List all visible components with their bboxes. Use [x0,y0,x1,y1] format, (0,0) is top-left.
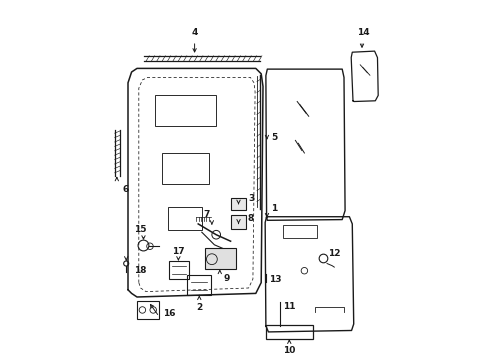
Text: 12: 12 [328,249,340,258]
Text: 16: 16 [163,309,175,318]
Bar [162,153,209,184]
Text: 1: 1 [271,204,277,213]
Text: 3: 3 [248,194,254,203]
Text: 6: 6 [122,185,129,194]
Text: 7: 7 [203,210,209,219]
Text: 8: 8 [248,214,254,223]
Bar [266,325,313,339]
Text: 4: 4 [192,28,198,37]
Bar [155,95,216,126]
Text: 18: 18 [134,266,147,275]
Text: 15: 15 [134,225,146,234]
Bar [170,261,189,279]
Text: 2: 2 [196,303,202,312]
Bar [231,215,245,229]
Bar [231,198,245,210]
Bar [168,207,202,230]
Text: 10: 10 [283,346,295,355]
Bar [283,225,317,238]
Bar [137,301,159,319]
Bar [187,275,211,295]
Text: 14: 14 [357,28,369,37]
Text: 13: 13 [270,275,282,284]
Text: 5: 5 [271,133,277,142]
Text: 9: 9 [223,274,230,283]
Text: 17: 17 [172,247,185,256]
Text: 11: 11 [283,302,295,311]
Bar [205,248,236,269]
